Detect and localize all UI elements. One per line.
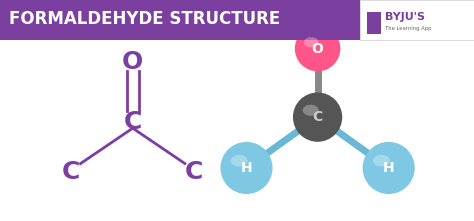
Text: C: C [62, 160, 80, 184]
Bar [367, 12, 381, 34]
Text: H: H [241, 161, 252, 175]
Bar [360, 0, 474, 40]
Ellipse shape [220, 142, 273, 194]
Ellipse shape [363, 142, 415, 194]
Ellipse shape [303, 105, 319, 116]
Text: The Learning App: The Learning App [385, 26, 431, 31]
Ellipse shape [373, 155, 390, 167]
Ellipse shape [231, 155, 247, 167]
Text: FORMALDEHYDE STRUCTURE: FORMALDEHYDE STRUCTURE [9, 10, 281, 29]
Bar [0, 0, 360, 40]
Text: C: C [312, 110, 323, 124]
Text: C: C [124, 110, 142, 133]
Ellipse shape [295, 26, 340, 71]
Text: O: O [311, 42, 324, 56]
Text: O: O [122, 50, 143, 74]
Ellipse shape [304, 37, 319, 47]
Ellipse shape [293, 92, 342, 142]
Text: BYJU'S: BYJU'S [385, 12, 425, 22]
Text: H: H [383, 161, 394, 175]
Text: C: C [185, 160, 203, 184]
